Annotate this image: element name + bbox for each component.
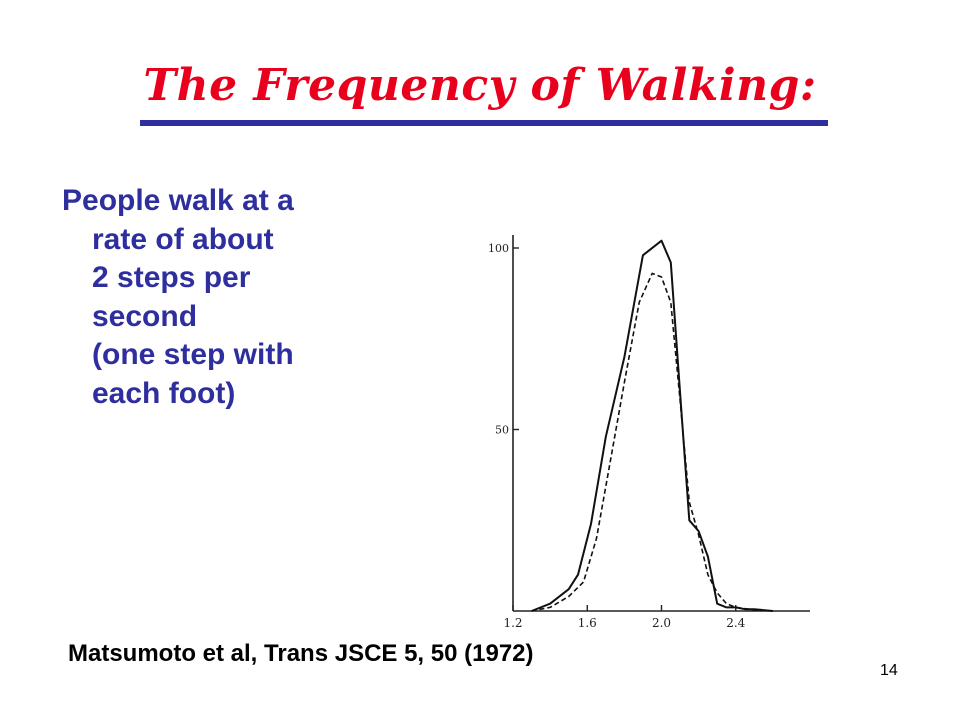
bullet-line: (one step with: [92, 338, 294, 371]
chart-plot-area: 50 100 1.2 1.6 2.0 2.4: [488, 235, 810, 630]
page-number: 14: [880, 662, 898, 679]
bullet-line: second: [92, 299, 198, 333]
bullet-text: People walk at a rate of about 2 steps p…: [62, 182, 402, 413]
citation: Matsumoto et al, Trans JSCE 5, 50 (1972): [68, 640, 534, 667]
y-tick-label: 100: [488, 242, 509, 255]
bullet-line: 2 steps per: [92, 261, 251, 294]
y-tick-label: 50: [495, 424, 509, 437]
x-tick-label: 2.0: [652, 616, 671, 630]
slide-title: The Frequency of Walking:: [143, 60, 817, 111]
x-tick-label: 1.2: [503, 616, 522, 630]
series-line-solid: [531, 239, 773, 612]
x-tick-label: 2.4: [726, 616, 745, 630]
walking-frequency-chart: 50 100 1.2 1.6 2.0 2.4: [488, 235, 810, 630]
bullet-line: People walk at a: [62, 184, 294, 217]
bullet-line: rate of about: [92, 222, 274, 256]
title-underline: [140, 120, 828, 126]
bullet-line: each foot): [92, 376, 236, 410]
series-line-dashed: [531, 272, 773, 612]
x-tick-label: 1.6: [578, 616, 597, 630]
